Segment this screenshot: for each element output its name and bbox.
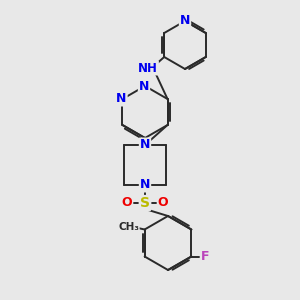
- Text: N: N: [140, 178, 150, 191]
- Text: NH: NH: [138, 61, 158, 74]
- Text: N: N: [180, 14, 190, 28]
- Text: N: N: [116, 92, 127, 106]
- Text: F: F: [201, 250, 210, 263]
- Text: N: N: [139, 80, 149, 92]
- Text: O: O: [122, 196, 132, 209]
- Text: N: N: [140, 139, 150, 152]
- Text: CH₃: CH₃: [118, 221, 139, 232]
- Text: S: S: [140, 196, 150, 210]
- Text: O: O: [158, 196, 168, 209]
